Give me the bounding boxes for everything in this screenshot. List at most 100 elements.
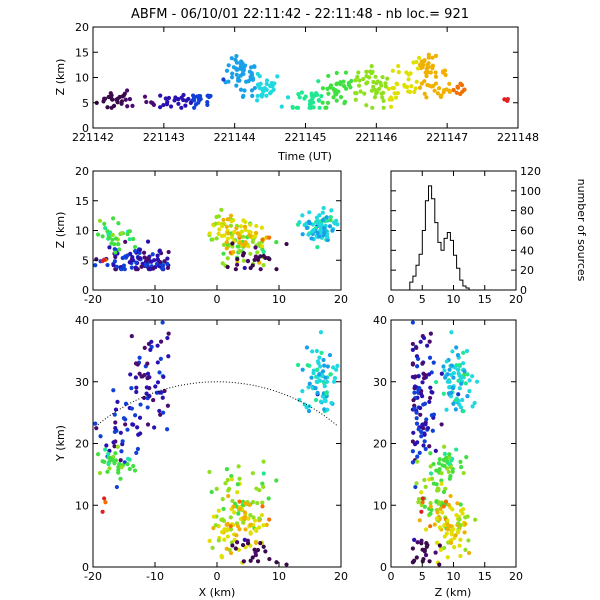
time-height-point [303,94,308,99]
z-y-point [470,404,475,409]
x-y-point [335,363,340,368]
x-y-point [222,537,227,542]
time-height-point [376,86,382,91]
z-y-point [465,394,470,399]
x-z-point [241,251,246,256]
x-y-point [255,559,261,564]
x-y-point [240,542,246,548]
z-y-point [423,422,428,427]
x-y-point [235,524,241,529]
y-tick-label: 15 [75,195,89,208]
y-tick-label: 10 [75,225,89,238]
x-y-point [160,320,165,325]
y-tick-label: 0 [82,284,89,297]
time-height-point [296,91,301,97]
x-tick-label: 221143 [143,131,185,144]
x-z-point [315,230,320,236]
time-height-point [144,99,149,105]
x-y-point [274,560,279,565]
z-y-point [451,375,456,380]
z-y-point [422,504,427,509]
x-y-point [213,523,218,528]
x-y-point [214,486,219,491]
time-height-point [396,70,401,75]
x-z-point [261,249,266,254]
x-z-point [219,207,224,212]
time-height-point [250,93,255,98]
time-height-point [411,60,416,65]
time-height-point [341,79,346,84]
z-y-point [428,504,433,509]
x-z-point [311,228,316,233]
z-y-point [420,422,425,427]
x-y-point [257,516,262,521]
x-z-point [143,263,148,268]
z-y-point [463,515,468,520]
x-z-point [114,264,119,269]
x-z-point [233,267,238,272]
time-height-point [234,72,239,77]
x-z-point [229,219,234,224]
z-y-point [414,421,420,426]
x-y-point [148,347,153,353]
time-height-point [163,96,168,101]
time-height-point [396,63,401,69]
time-height-point [188,100,193,105]
time-height-point [250,77,256,82]
time-height-point [370,105,375,110]
x-tick-label: 10 [272,570,286,583]
x-y-point [139,374,144,379]
time-height-point [428,70,433,75]
z-y-point [444,455,449,460]
z-y-point [414,345,419,350]
x-y-point [165,427,170,432]
x-y-point [253,550,258,555]
x-tick-label: -10 [146,570,164,583]
z-y-point [467,378,472,383]
z-y-point [416,500,421,505]
z-y-point [457,362,462,368]
z-y-point [462,369,467,374]
x-y-point [253,527,259,532]
x-y-point [131,463,136,469]
time-height-point [369,64,374,69]
time-height-point [233,57,238,62]
time-height-point [244,79,249,84]
x-z-point [243,227,248,232]
time-height-point [433,53,439,58]
x-z-point [110,232,115,238]
z-y-point [462,530,467,535]
x-y-point [114,484,119,490]
z-y-point [420,496,425,501]
time-height-point [416,55,422,60]
z-y-point [459,465,464,470]
x-z-point [93,263,98,268]
z-y-point [410,347,415,353]
x-y-point [319,350,324,355]
x-z-point [324,215,329,220]
x-tick-label: 221144 [214,131,256,144]
time-height-point [221,77,226,82]
x-z-point [250,263,255,268]
x-y-point [226,493,231,499]
time-height-point [314,91,319,96]
time-height-point [358,89,363,94]
z-y-point [418,405,423,411]
x-y-point [234,533,239,538]
x-z-point [127,260,132,265]
x-z-point [260,237,265,242]
z-y-point [455,367,461,372]
z-y-point [449,458,454,463]
x-z-point [252,234,258,239]
time-height-point [505,96,510,102]
x-y-point [267,556,272,562]
x-y-point [111,440,116,445]
x-y-point [129,333,134,339]
time-height-point [183,103,188,108]
z-y-point [422,401,428,406]
x-z-point [315,244,320,250]
x-tick-label: 5 [419,570,426,583]
x-y-point [260,481,265,486]
x-z-point [322,230,327,235]
time-height-point [433,70,438,75]
